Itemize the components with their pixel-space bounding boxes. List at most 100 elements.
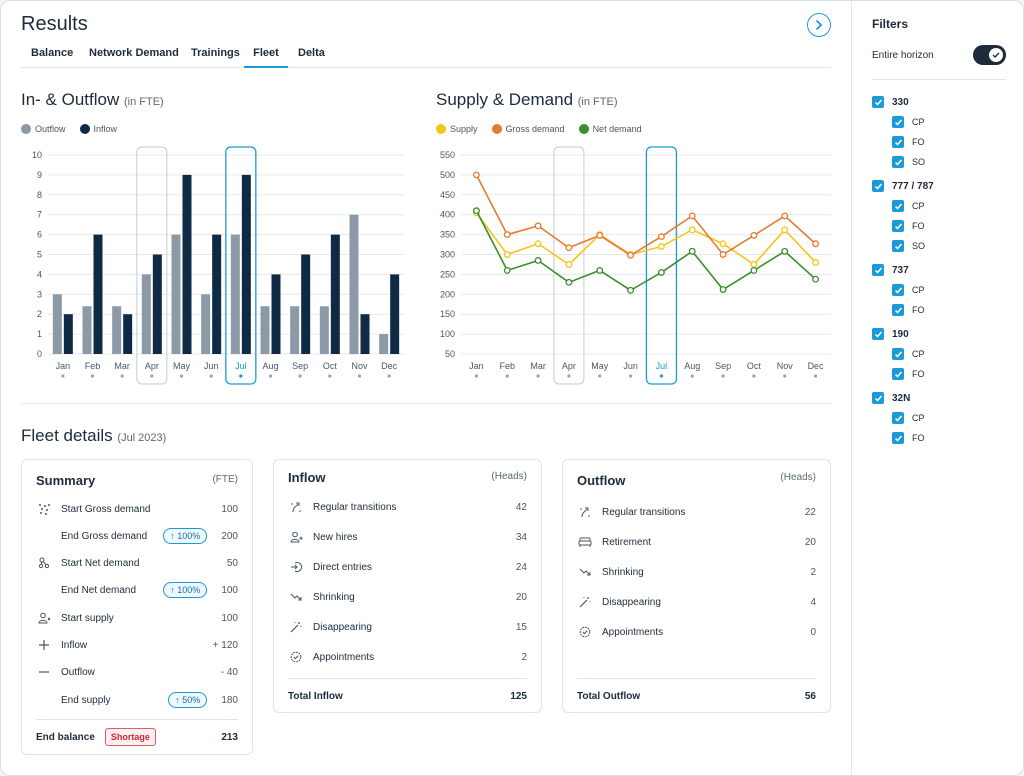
end-balance-label: End balance bbox=[36, 731, 95, 743]
x-tick-label: Dec bbox=[381, 361, 398, 371]
tab-balance[interactable]: Balance bbox=[31, 47, 74, 59]
checkbox-checked-icon[interactable] bbox=[892, 200, 904, 212]
checkbox-checked-icon[interactable] bbox=[892, 240, 904, 252]
summary-row: Outflow - 40 bbox=[36, 663, 238, 681]
filter-item-fo[interactable]: FO bbox=[892, 136, 925, 148]
gross-demand-point bbox=[472, 171, 480, 179]
legend-inflow[interactable]: Inflow bbox=[79, 124, 117, 134]
entire-horizon-toggle[interactable] bbox=[973, 45, 1006, 65]
inoutflow-title: In- & Outflow (in FTE) bbox=[21, 90, 164, 109]
scatter-icon bbox=[36, 501, 52, 517]
filter-item-fo[interactable]: FO bbox=[892, 432, 925, 444]
x-tick-label: Sep bbox=[292, 361, 308, 371]
gross-demand-point bbox=[781, 212, 789, 220]
summary-label: Outflow bbox=[61, 666, 95, 678]
checkbox-checked-icon[interactable] bbox=[892, 116, 904, 128]
checkbox-checked-icon[interactable] bbox=[872, 392, 884, 404]
outflow-row: Shrinking 2 bbox=[577, 563, 816, 581]
net-demand-point bbox=[627, 286, 635, 294]
outflow-divider bbox=[577, 678, 816, 679]
summary-value: 100 bbox=[221, 612, 238, 624]
checkbox-checked-icon[interactable] bbox=[872, 96, 884, 108]
fleet-details-title: Fleet details (Jul 2023) bbox=[21, 426, 167, 445]
minus-icon bbox=[36, 664, 52, 680]
gross-demand-swatch bbox=[491, 124, 502, 134]
next-button[interactable] bbox=[807, 13, 831, 37]
supply-point bbox=[750, 260, 758, 268]
supply-point bbox=[688, 226, 696, 234]
checkbox-checked-icon[interactable] bbox=[872, 328, 884, 340]
filter-item-fo[interactable]: FO bbox=[892, 220, 925, 232]
checkbox-checked-icon[interactable] bbox=[892, 304, 904, 316]
y-tick-label: 5 bbox=[37, 250, 42, 260]
y-tick-label: 200 bbox=[440, 289, 455, 299]
outflow-label: Regular transitions bbox=[602, 506, 686, 518]
y-tick-label: 450 bbox=[440, 190, 455, 200]
checkbox-checked-icon[interactable] bbox=[892, 412, 904, 424]
x-tick-label: May bbox=[591, 361, 609, 371]
filter-item-cp[interactable]: CP bbox=[892, 116, 925, 128]
filter-group-32n[interactable]: 32N bbox=[872, 392, 910, 404]
filter-group-737[interactable]: 737 bbox=[872, 264, 909, 276]
checkbox-checked-icon[interactable] bbox=[872, 264, 884, 276]
filter-item-cp[interactable]: CP bbox=[892, 284, 925, 296]
net-demand-point bbox=[750, 266, 758, 274]
filter-item-cp[interactable]: CP bbox=[892, 412, 925, 424]
filter-item-so[interactable]: SO bbox=[892, 156, 925, 168]
inflow-value: 20 bbox=[515, 591, 527, 603]
tab-delta[interactable]: Delta bbox=[298, 47, 325, 59]
month-dot bbox=[150, 374, 154, 378]
toggle-knob bbox=[989, 48, 1003, 62]
outflow-row: Disappearing 4 bbox=[577, 593, 816, 611]
outflow-total-value: 56 bbox=[804, 690, 816, 702]
summary-title: Summary bbox=[36, 473, 96, 488]
filter-group-777-787[interactable]: 777 / 787 bbox=[872, 180, 934, 192]
checkbox-checked-icon[interactable] bbox=[892, 432, 904, 444]
legend-outflow[interactable]: Outflow bbox=[21, 124, 66, 134]
x-tick-label: Apr bbox=[145, 361, 159, 371]
gross-demand-point bbox=[750, 231, 758, 239]
month-dot bbox=[536, 374, 540, 378]
legend-gross-demand[interactable]: Gross demand bbox=[491, 124, 565, 134]
checkbox-checked-icon[interactable] bbox=[892, 220, 904, 232]
filter-group-330[interactable]: 330 bbox=[872, 96, 909, 108]
filter-group-190[interactable]: 190 bbox=[872, 328, 909, 340]
end-balance-row: End balance Shortage 213 bbox=[36, 728, 238, 746]
legend-supply[interactable]: Supply bbox=[436, 124, 478, 134]
month-dot bbox=[239, 374, 243, 378]
filter-item-label: FO bbox=[912, 137, 925, 147]
month-dot bbox=[505, 374, 509, 378]
y-tick-label: 3 bbox=[37, 289, 42, 299]
inflow-bar bbox=[390, 274, 400, 354]
tab-fleet[interactable]: Fleet bbox=[244, 47, 288, 68]
filter-item-so[interactable]: SO bbox=[892, 240, 925, 252]
inflow-label: Disappearing bbox=[313, 621, 372, 633]
filter-item-cp[interactable]: CP bbox=[892, 200, 925, 212]
filter-item-fo[interactable]: FO bbox=[892, 304, 925, 316]
checkbox-checked-icon[interactable] bbox=[892, 348, 904, 360]
section-divider bbox=[21, 403, 831, 404]
filter-item-fo[interactable]: FO bbox=[892, 368, 925, 380]
y-tick-label: 400 bbox=[440, 210, 455, 220]
checkbox-checked-icon[interactable] bbox=[872, 180, 884, 192]
inflow-bar bbox=[182, 174, 192, 354]
summary-divider bbox=[36, 719, 238, 720]
y-tick-label: 6 bbox=[37, 230, 42, 240]
outflow-row: Regular transitions 22 bbox=[577, 503, 816, 521]
previous-period-highlight bbox=[553, 146, 585, 385]
x-tick-label: Mar bbox=[530, 361, 546, 371]
filter-item-cp[interactable]: CP bbox=[892, 348, 925, 360]
end-balance-value: 213 bbox=[221, 731, 238, 743]
checkbox-checked-icon[interactable] bbox=[892, 284, 904, 296]
tab-trainings[interactable]: Trainings bbox=[191, 47, 240, 59]
month-dot bbox=[90, 374, 95, 378]
checkbox-checked-icon[interactable] bbox=[892, 368, 904, 380]
checkbox-checked-icon[interactable] bbox=[892, 156, 904, 168]
tab-network-demand[interactable]: Network Demand bbox=[89, 47, 179, 59]
summary-row: End Net demand ↑ 100% 100 bbox=[36, 581, 238, 599]
inflow-bar bbox=[63, 314, 73, 354]
y-tick-label: 8 bbox=[37, 190, 42, 200]
filters-title: Filters bbox=[872, 17, 909, 31]
legend-net-demand[interactable]: Net demand bbox=[578, 124, 642, 134]
checkbox-checked-icon[interactable] bbox=[892, 136, 904, 148]
